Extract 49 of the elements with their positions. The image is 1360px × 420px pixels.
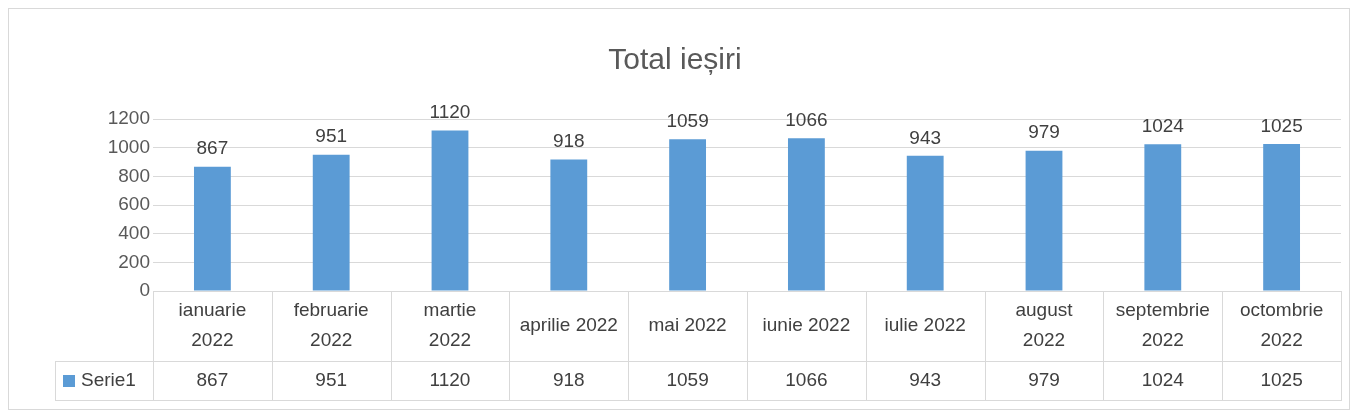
y-tick-label: 800 <box>118 164 150 186</box>
y-tick-label: 600 <box>118 193 150 215</box>
bar <box>906 155 944 291</box>
annotation: 867 <box>196 137 229 159</box>
x-tick-label: octombrie 2022 <box>1239 299 1324 351</box>
data-label: 867 <box>196 369 229 391</box>
x-tick-label: iunie 2022 <box>762 314 851 336</box>
annotation: 1059 <box>666 109 709 131</box>
bar <box>431 130 469 291</box>
y-tick-label: 400 <box>118 221 150 243</box>
x-tick-label: februarie 2022 <box>293 299 369 351</box>
bar <box>787 138 825 291</box>
annotation: 943 <box>909 126 942 148</box>
annotation: 1024 <box>1141 114 1185 136</box>
data-label: 1059 <box>666 369 709 391</box>
bar <box>312 154 350 291</box>
annotation: 951 <box>315 125 348 147</box>
data-label: 1066 <box>785 369 828 391</box>
annotation: 979 <box>1028 121 1060 143</box>
legend-label: Serie1 <box>81 369 136 391</box>
bar <box>1144 144 1182 291</box>
bar <box>550 159 588 291</box>
bar <box>193 166 231 291</box>
x-tick-label: mai 2022 <box>648 314 727 336</box>
x-tick-label: ianuarie 2022 <box>178 299 247 351</box>
y-tick-label: 0 <box>139 279 150 301</box>
data-label: 1120 <box>429 369 471 391</box>
y-tick-label: 200 <box>118 250 150 272</box>
x-tick-label: aprilie 2022 <box>519 314 618 336</box>
x-tick-label: iulie 2022 <box>884 314 966 336</box>
data-label: 918 <box>552 369 585 391</box>
annotation: 1025 <box>1260 114 1303 136</box>
chart-title: Total ieșiri <box>608 42 742 76</box>
bar <box>1025 150 1063 291</box>
data-label: 951 <box>315 369 348 391</box>
y-tick-label: 1200 <box>107 107 150 129</box>
bar <box>669 139 707 291</box>
annotation: 1066 <box>785 108 828 130</box>
annotation: 918 <box>552 130 585 152</box>
x-tick-label: septembrie 2022 <box>1115 299 1210 351</box>
data-label: 979 <box>1028 369 1060 391</box>
data-label: 1024 <box>1141 369 1185 391</box>
annotation: 1120 <box>429 101 471 123</box>
x-tick-label: martie 2022 <box>423 299 477 351</box>
data-label: 1025 <box>1260 369 1303 391</box>
x-tick-label: august 2022 <box>1015 299 1074 351</box>
data-label: 943 <box>909 369 942 391</box>
y-tick-label: 1000 <box>107 135 150 157</box>
bar <box>1263 144 1301 291</box>
